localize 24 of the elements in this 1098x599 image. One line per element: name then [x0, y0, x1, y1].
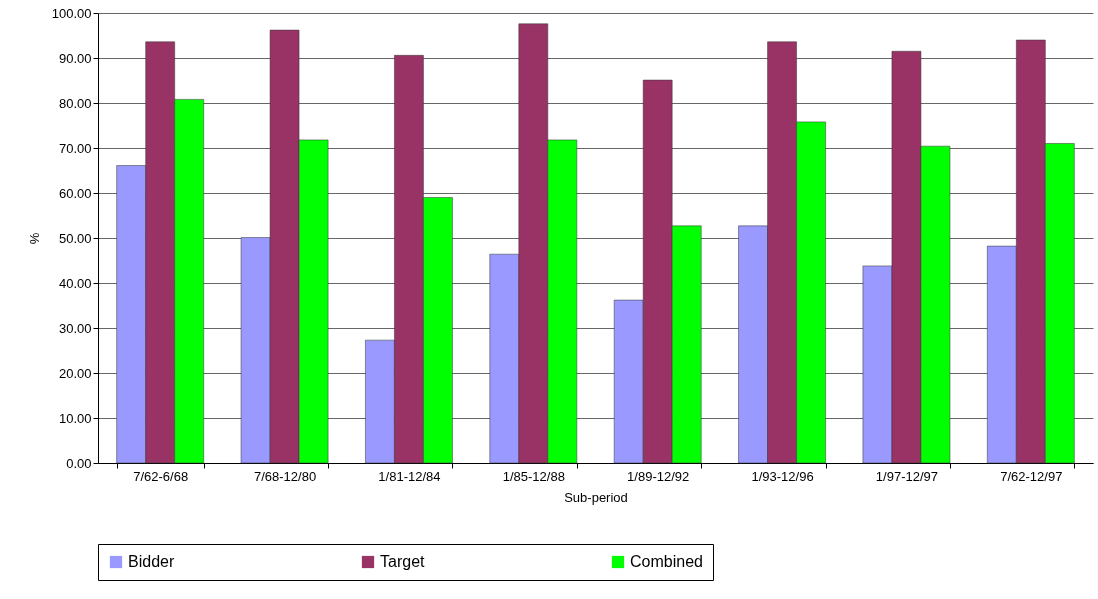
y-axis-title: %	[26, 232, 42, 245]
y-tick-label: 100.00	[51, 5, 92, 21]
legend-label: Combined	[630, 553, 703, 570]
y-tick-label: 80.00	[58, 95, 92, 111]
x-tick-label: 7/62-12/97	[1000, 468, 1063, 484]
x-tick-label: 1/81-12/84	[378, 468, 441, 484]
y-tick-label: 0.00	[66, 455, 92, 471]
x-tick-label: 1/85-12/88	[502, 468, 565, 484]
x-tick-label: 1/89-12/92	[627, 468, 690, 484]
y-tick-label: 20.00	[58, 365, 92, 381]
x-tick-label: 1/93-12/96	[751, 468, 814, 484]
y-tick-label: 40.00	[58, 275, 92, 291]
y-tick-label: 30.00	[58, 320, 92, 336]
y-tick-label: 60.00	[58, 185, 92, 201]
x-tick-label: 7/68-12/80	[253, 468, 317, 484]
x-axis-title: Sub-period	[564, 489, 628, 505]
legend-label: Bidder	[128, 553, 175, 570]
y-tick-label: 50.00	[58, 230, 92, 246]
x-tick-label: 7/62-6/68	[133, 468, 189, 484]
y-tick-label: 70.00	[58, 140, 92, 156]
legend-label: Target	[380, 553, 426, 570]
x-tick-label: 1/97-12/97	[875, 468, 939, 484]
y-tick-label: 10.00	[58, 410, 92, 426]
y-tick-label: 90.00	[58, 50, 92, 66]
